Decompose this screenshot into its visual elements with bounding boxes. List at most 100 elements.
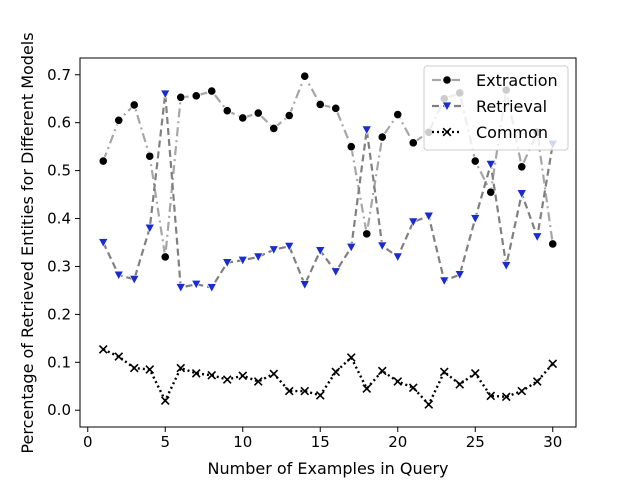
y-axis-label: Percentage of Retrieved Entities for Dif…: [18, 32, 37, 453]
x-tick-label: 15: [311, 433, 330, 451]
data-point: [548, 359, 558, 369]
data-point: [145, 151, 155, 161]
data-point: [470, 214, 481, 224]
legend-item: Extraction: [432, 71, 558, 90]
data-point: [268, 245, 279, 255]
data-point: [424, 400, 434, 409]
data-point: [517, 386, 527, 396]
data-point: [330, 267, 341, 277]
data-point: [299, 280, 310, 290]
legend: Extraction Retrieval Common: [423, 65, 569, 151]
data-point: [175, 283, 186, 293]
data-point: [377, 241, 388, 252]
data-point: [548, 239, 558, 249]
data-point: [144, 223, 155, 234]
data-point: [176, 92, 186, 102]
data-point: [238, 371, 248, 381]
data-point: [516, 189, 527, 199]
data-point: [470, 156, 480, 166]
x-tick-label: 0: [83, 433, 93, 451]
data-point: [470, 368, 480, 378]
data-point: [284, 386, 294, 396]
data-point: [98, 345, 108, 354]
data-point: [393, 109, 403, 120]
legend-item: Retrieval: [432, 97, 547, 116]
legend-label: Common: [476, 123, 548, 142]
data-point: [439, 276, 450, 287]
data-point: [222, 375, 232, 384]
data-point: [284, 110, 294, 121]
data-point: [176, 363, 186, 373]
plot-frame: [79, 57, 577, 428]
data-point: [222, 106, 232, 116]
series-line: [102, 348, 554, 406]
data-point: [315, 391, 325, 400]
y-tick-label: 0.1: [47, 353, 71, 371]
data-point: [98, 156, 108, 166]
legend-marker: [442, 127, 452, 137]
data-point: [160, 252, 170, 262]
data-point: [486, 391, 496, 401]
data-point: [145, 365, 155, 374]
data-point: [393, 377, 403, 386]
data-point: [160, 396, 170, 406]
data-point: [160, 89, 171, 100]
data-point: [98, 238, 109, 248]
data-point: [346, 142, 356, 152]
data-point: [331, 103, 341, 113]
x-tick-label: 5: [160, 433, 170, 451]
x-tick-label: 30: [543, 433, 562, 451]
data-point: [129, 275, 140, 285]
y-tick-label: 0.7: [47, 66, 71, 84]
data-point: [129, 363, 139, 373]
data-point: [377, 366, 387, 376]
data-point: [113, 270, 124, 281]
data-point: [485, 160, 496, 170]
data-point: [315, 246, 326, 256]
data-point: [517, 162, 527, 172]
y-tick-label: 0.0: [47, 401, 71, 419]
data-point: [129, 100, 139, 110]
legend-marker: [442, 75, 452, 85]
data-point: [346, 353, 356, 362]
data-point: [501, 261, 512, 271]
data-point: [455, 379, 465, 389]
y-tick-label: 0.6: [47, 114, 71, 132]
data-point: [114, 352, 124, 361]
series-line: [102, 92, 554, 289]
x-axis-label: Number of Examples in Query: [208, 459, 449, 478]
data-point: [315, 99, 325, 110]
data-point: [269, 369, 279, 379]
data-point: [207, 86, 217, 96]
legend-label: Extraction: [476, 71, 558, 90]
data-point: [501, 392, 511, 402]
data-point: [207, 370, 217, 380]
data-point: [206, 283, 217, 293]
data-point: [253, 252, 264, 263]
data-point: [377, 132, 387, 142]
data-point: [454, 270, 465, 280]
legend-box: [423, 65, 569, 151]
legend-label: Retrieval: [476, 97, 547, 116]
data-point: [362, 229, 372, 239]
data-point: [423, 211, 434, 222]
data-point: [331, 367, 341, 377]
data-point: [253, 377, 263, 386]
x-tick-label: 20: [388, 433, 407, 451]
data-point: [300, 71, 310, 81]
data-point: [284, 242, 295, 252]
data-point: [532, 377, 542, 386]
data-point: [408, 138, 418, 148]
series-common: [98, 345, 558, 409]
data-point: [408, 383, 418, 393]
y-tick-label: 0.2: [47, 305, 71, 323]
data-point: [439, 367, 449, 377]
x-tick-label: 10: [233, 433, 252, 451]
data-point: [191, 279, 202, 290]
data-point: [238, 113, 248, 123]
series-retrieval: [98, 89, 558, 293]
data-point: [362, 384, 372, 394]
legend-marker: [441, 101, 453, 112]
data-point: [222, 258, 233, 268]
